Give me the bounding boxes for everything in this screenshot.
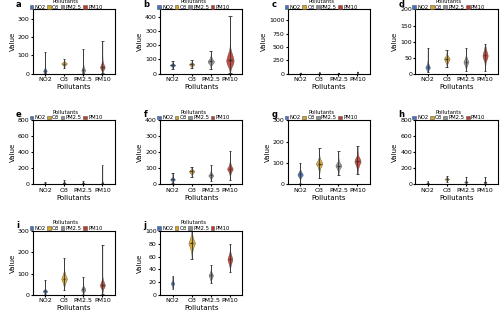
X-axis label: Pollutants: Pollutants — [56, 195, 91, 201]
X-axis label: Pollutants: Pollutants — [312, 84, 346, 90]
Legend: NO2, O3, PM2.5, PM10: NO2, O3, PM2.5, PM10 — [284, 0, 358, 11]
Y-axis label: Value: Value — [392, 32, 398, 51]
Y-axis label: Value: Value — [137, 32, 143, 51]
Legend: NO2, O3, PM2.5, PM10: NO2, O3, PM2.5, PM10 — [412, 109, 486, 122]
Y-axis label: Value: Value — [10, 253, 16, 273]
X-axis label: Pollutants: Pollutants — [184, 84, 218, 90]
Text: g: g — [271, 111, 277, 119]
Text: e: e — [16, 111, 22, 119]
Text: h: h — [398, 111, 404, 119]
Y-axis label: Value: Value — [10, 143, 16, 162]
Legend: NO2, O3, PM2.5, PM10: NO2, O3, PM2.5, PM10 — [28, 109, 104, 122]
Text: a: a — [16, 0, 22, 9]
X-axis label: Pollutants: Pollutants — [56, 306, 91, 311]
Legend: NO2, O3, PM2.5, PM10: NO2, O3, PM2.5, PM10 — [156, 219, 231, 232]
Legend: NO2, O3, PM2.5, PM10: NO2, O3, PM2.5, PM10 — [28, 0, 104, 11]
Y-axis label: Value: Value — [10, 32, 16, 51]
X-axis label: Pollutants: Pollutants — [439, 84, 474, 90]
Legend: NO2, O3, PM2.5, PM10: NO2, O3, PM2.5, PM10 — [412, 0, 486, 11]
Text: j: j — [144, 221, 146, 230]
Text: i: i — [16, 221, 19, 230]
X-axis label: Pollutants: Pollutants — [312, 195, 346, 201]
Text: b: b — [144, 0, 150, 9]
Y-axis label: Value: Value — [264, 143, 270, 162]
X-axis label: Pollutants: Pollutants — [439, 195, 474, 201]
X-axis label: Pollutants: Pollutants — [56, 84, 91, 90]
Legend: NO2, O3, PM2.5, PM10: NO2, O3, PM2.5, PM10 — [284, 109, 358, 122]
Legend: NO2, O3, PM2.5, PM10: NO2, O3, PM2.5, PM10 — [28, 219, 104, 232]
Text: d: d — [398, 0, 404, 9]
Y-axis label: Value: Value — [392, 143, 398, 162]
X-axis label: Pollutants: Pollutants — [184, 195, 218, 201]
Text: f: f — [144, 111, 148, 119]
Text: c: c — [271, 0, 276, 9]
Y-axis label: Value: Value — [137, 253, 143, 273]
X-axis label: Pollutants: Pollutants — [184, 306, 218, 311]
Y-axis label: Value: Value — [261, 32, 267, 51]
Y-axis label: Value: Value — [137, 143, 143, 162]
Legend: NO2, O3, PM2.5, PM10: NO2, O3, PM2.5, PM10 — [156, 0, 231, 11]
Legend: NO2, O3, PM2.5, PM10: NO2, O3, PM2.5, PM10 — [156, 109, 231, 122]
